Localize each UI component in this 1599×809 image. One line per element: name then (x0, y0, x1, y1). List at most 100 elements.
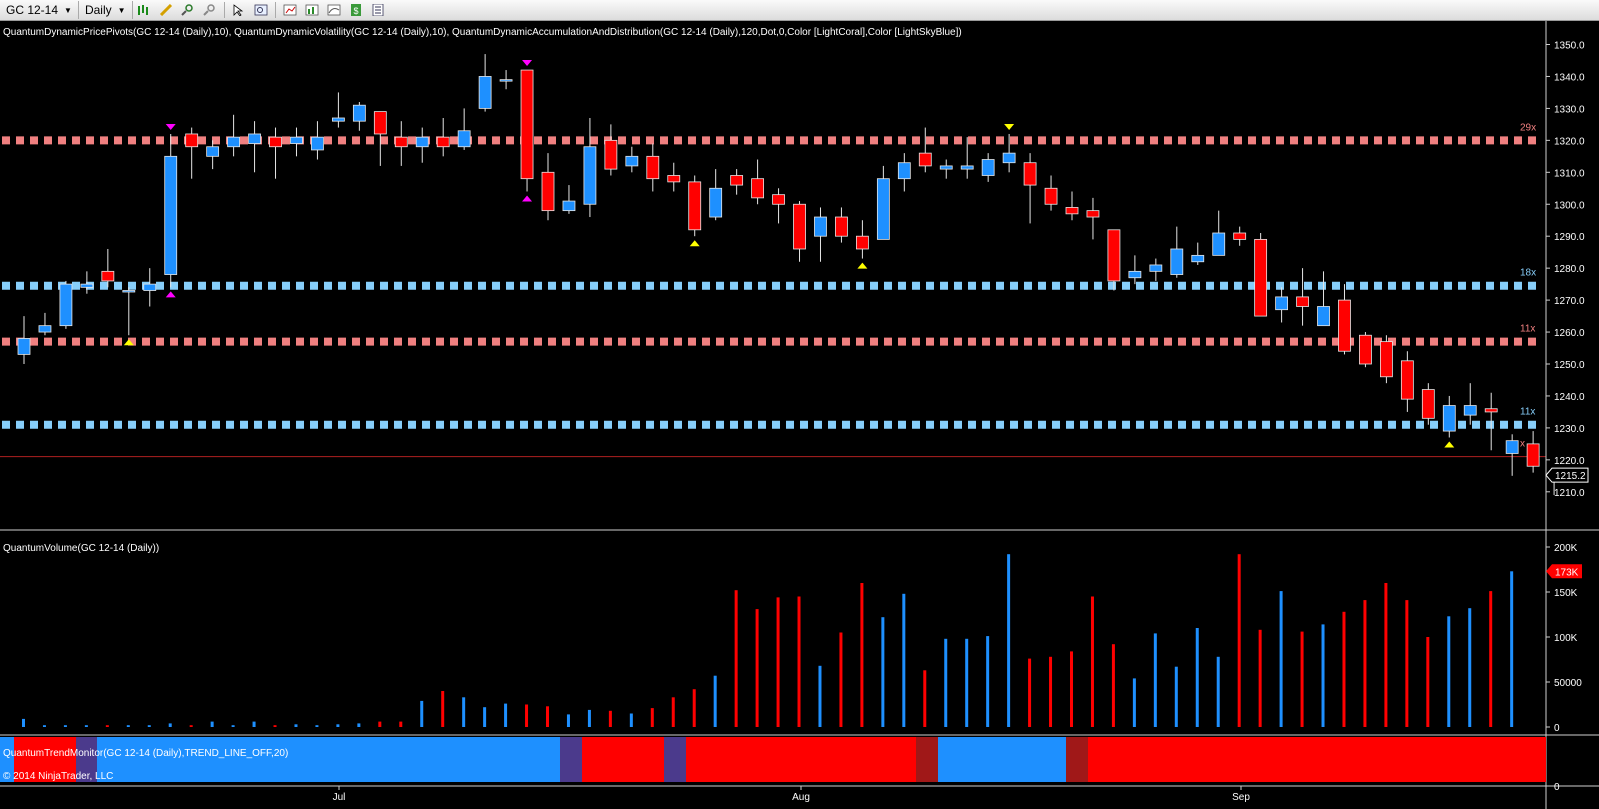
trend-segment (560, 737, 582, 782)
volume-bar (671, 697, 675, 727)
volume-bar (1363, 600, 1367, 727)
price-axis-label: 1240.0 (1554, 392, 1585, 403)
volume-bar (22, 718, 25, 727)
bullish-candle (227, 136, 241, 148)
bearish-candle (751, 178, 764, 199)
volume-bar (1258, 629, 1262, 727)
bearish-candle (604, 139, 618, 170)
volume-bar (252, 721, 256, 727)
find-icon[interactable] (252, 2, 270, 18)
volume-bar (294, 724, 298, 727)
x-axis-label: Sep (1232, 792, 1250, 803)
volume-bar (1447, 616, 1451, 727)
bullish-candle (625, 155, 639, 167)
price-axis-label: 1310.0 (1554, 168, 1585, 179)
price-axis-label: 1320.0 (1554, 136, 1585, 147)
chart-toolbar: GC 12-14 ▼ Daily ▼ $ (0, 0, 1599, 21)
bullish-candle (814, 216, 827, 237)
volume-bar (1384, 583, 1388, 727)
volume-bar (1153, 633, 1157, 727)
volume-bar (168, 723, 172, 727)
zoom-out-icon[interactable] (201, 2, 219, 18)
trend-segment (582, 737, 664, 782)
pivot-low-marker (522, 195, 533, 202)
volume-bar (1489, 591, 1493, 727)
dollar-icon[interactable]: $ (347, 2, 365, 18)
properties-icon[interactable] (369, 2, 387, 18)
price-axis-label: 1290.0 (1554, 232, 1585, 243)
bearish-candle (394, 136, 408, 148)
toolbar-divider (274, 2, 276, 18)
level-count-label: 11x (1520, 407, 1535, 418)
volume-bar (42, 725, 46, 727)
volume-bar (1279, 591, 1283, 727)
svg-text:$: $ (353, 6, 358, 16)
strategies-icon[interactable] (303, 2, 321, 18)
volume-bar (189, 725, 193, 727)
volume-bar (923, 670, 927, 727)
indicators-icon[interactable] (325, 2, 343, 18)
trend-segment (97, 737, 560, 782)
trend-segment (0, 737, 14, 782)
bearish-candle (1296, 296, 1309, 307)
bullish-candle (311, 136, 324, 151)
cursor-pointer-icon[interactable] (230, 2, 248, 18)
volume-bar (399, 721, 403, 727)
pivot-low-marker (1444, 441, 1455, 448)
bar-type-icon[interactable] (135, 2, 153, 18)
bearish-candle (1526, 443, 1540, 467)
bearish-candle (101, 270, 115, 282)
bullish-candle (248, 133, 261, 144)
volume-bar (1090, 596, 1094, 727)
price-axis-label: 1300.0 (1554, 200, 1585, 211)
bearish-candle (646, 155, 660, 180)
pivot-low-marker (165, 291, 176, 298)
price-axis-label: 1250.0 (1554, 360, 1585, 371)
bullish-candle (143, 283, 157, 291)
trend-segment (664, 737, 686, 782)
volume-bar (839, 632, 843, 727)
volume-bar (986, 636, 990, 727)
volume-bar (1405, 600, 1409, 727)
trend-segment (1088, 737, 1546, 782)
pivot-low-marker (689, 240, 700, 247)
bullish-candle (897, 162, 911, 180)
bullish-candle (1275, 296, 1288, 311)
chart-canvas[interactable]: 29x 18x 11x 11x x 1210.0 1220.0 1230.0 1240.0 12… (0, 21, 1599, 809)
trend-segment (916, 737, 938, 782)
zoom-in-icon[interactable] (179, 2, 197, 18)
volume-bar (105, 725, 109, 727)
pivot-high-marker (522, 60, 533, 67)
level-count-label: 11x (1520, 324, 1535, 335)
bullish-candle (415, 136, 429, 148)
interval-selector[interactable]: Daily ▼ (79, 1, 133, 19)
bearish-candle (373, 111, 387, 135)
volume-bar (1111, 644, 1115, 727)
trend-indicator-label: QuantumTrendMonitor(GC 12-14 (Daily),TRE… (3, 748, 289, 759)
bearish-candle (1400, 360, 1414, 400)
bearish-candle (520, 69, 534, 180)
level-count-label: x (1520, 439, 1525, 450)
bullish-candle (960, 165, 974, 170)
volume-bar (378, 721, 382, 727)
bullish-candle (478, 76, 492, 109)
price-axis-label: 1230.0 (1554, 424, 1585, 435)
drawing-pencil-icon[interactable] (157, 2, 175, 18)
chart-trader-icon[interactable] (281, 2, 299, 18)
bearish-candle (688, 181, 702, 231)
instrument-selector[interactable]: GC 12-14 ▼ (0, 1, 79, 19)
volume-axis-label: 150K (1554, 588, 1578, 599)
trend-axis-label: 0 (1554, 782, 1560, 793)
bullish-candle (38, 325, 52, 333)
volume-axis-label: 200K (1554, 543, 1578, 554)
volume-bar (818, 665, 822, 727)
pivot-high-marker (1004, 123, 1015, 130)
bearish-candle (1254, 238, 1268, 317)
volume-axis-label: 50000 (1554, 678, 1582, 689)
bearish-candle (1086, 210, 1100, 218)
volume-bar (336, 724, 340, 727)
volume-bar (1070, 651, 1073, 727)
bullish-candle (331, 117, 345, 122)
volume-bar (231, 725, 235, 727)
volume-bar (273, 725, 277, 727)
